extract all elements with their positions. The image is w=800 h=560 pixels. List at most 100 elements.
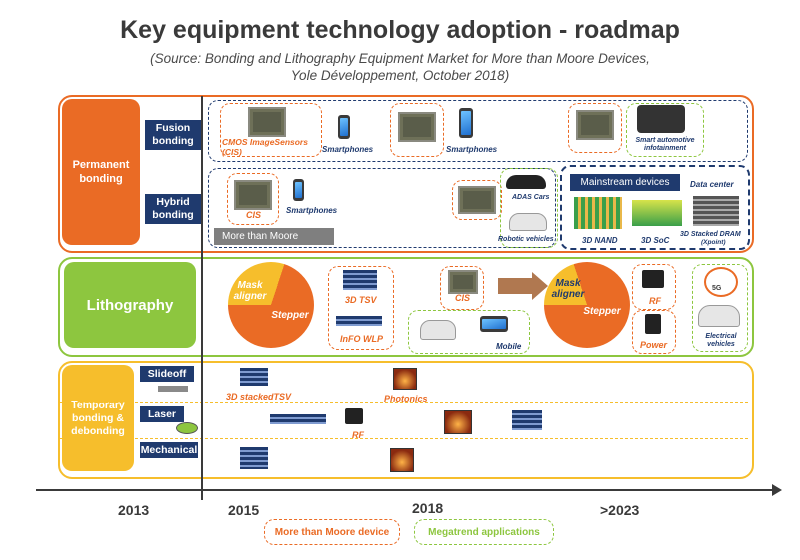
power-box — [632, 310, 676, 354]
slideoff-tool-icon — [158, 386, 188, 392]
pie2-stepper-label: Stepper — [583, 306, 621, 317]
photonics-icon-2 — [444, 410, 472, 434]
page-subtitle: (Source: Bonding and Lithography Equipme… — [0, 50, 800, 84]
power-chip-icon — [645, 314, 661, 334]
nand-label: 3D NAND — [582, 236, 618, 245]
smartphone-icon-3 — [293, 179, 304, 201]
more-than-moore-bar: More than Moore — [214, 228, 334, 245]
subtitle-line-2: Yole Développement, October 2018) — [290, 68, 510, 83]
cmos-box — [220, 103, 322, 157]
temporary-bonding-label: Temporary bonding & debonding — [62, 365, 134, 471]
smartphones-label-3: Smartphones — [286, 206, 338, 215]
row-divider-2 — [60, 438, 748, 439]
pie1-mask-aligner-label: Mask aligner — [233, 280, 267, 302]
temporary-bonding-band — [58, 361, 754, 479]
data-center-label: Data center — [690, 180, 734, 189]
smartphones-label-2: Smartphones — [446, 145, 498, 154]
cis-chip-icon-3 — [234, 180, 272, 210]
cis-label-1: CIS — [246, 210, 262, 220]
slideoff-label: Slideoff — [140, 366, 194, 382]
permanent-bonding-label: Permanent bonding — [62, 99, 140, 245]
rf-litho-box — [632, 264, 676, 310]
cmos-label: CMOS ImageSensors (CIS) — [222, 137, 308, 157]
cis-chip-icon-4 — [458, 186, 496, 214]
pie-chart-2015 — [228, 262, 314, 348]
temp-tsv-icon-3 — [512, 410, 542, 430]
rf-litho-label: RF — [649, 296, 661, 306]
tsv-label: 3D TSV — [345, 295, 377, 305]
page-title: Key equipment technology adoption - road… — [120, 16, 680, 44]
trend-arrow-head — [532, 272, 548, 300]
timeline-vertical-axis — [201, 96, 203, 500]
cis-box-1 — [390, 103, 444, 157]
dram-stack-icon — [693, 196, 739, 226]
pie-chart-2023 — [544, 262, 630, 348]
fusion-bonding-label: Fusion bonding — [145, 120, 201, 150]
adas-car-icon — [506, 175, 546, 189]
cis-litho-chip-icon — [448, 270, 478, 294]
temp-rf-label: RF — [352, 430, 364, 440]
cis-box-2 — [568, 103, 622, 153]
cis-litho-box — [440, 266, 484, 310]
laser-tool-icon — [176, 422, 198, 434]
electrical-box — [692, 264, 748, 352]
adas-box — [500, 168, 558, 248]
smartphone-icon-1 — [338, 115, 350, 139]
robotic-vehicle-icon — [509, 213, 547, 231]
info-stack-icon — [336, 316, 382, 326]
smartphones-label-1: Smartphones — [322, 145, 374, 154]
cis-box-4 — [452, 180, 502, 220]
year-2013: 2013 — [118, 502, 150, 518]
soc-label: 3D SoC — [641, 236, 670, 245]
mobile-phone-icon — [480, 316, 508, 332]
timeline-arrow-head — [772, 484, 782, 496]
lithography-band — [58, 257, 754, 357]
electrical-label: Electrical vehicles — [705, 333, 737, 348]
permanent-inner-dashed-2 — [208, 168, 556, 248]
cis-chip-icon-1 — [398, 112, 436, 142]
electric-car-icon — [698, 305, 740, 327]
trend-arrow — [498, 278, 532, 294]
photonics-label: Photonics — [384, 394, 428, 404]
rf-chip-icon — [642, 270, 664, 288]
legend-mtm: More than Moore device — [264, 519, 400, 545]
legend-mega: Megatrend applications — [414, 519, 554, 545]
cis-litho-label: CIS — [455, 293, 471, 303]
smart-auto-box — [626, 103, 704, 157]
year-2018: 2018 — [412, 500, 444, 516]
temp-tsv-icon-4 — [240, 447, 268, 469]
lithography-label: Lithography — [64, 262, 196, 348]
dram-label: 3D Stacked DRAM — [680, 231, 741, 238]
permanent-inner-dashed — [208, 100, 748, 162]
tsv-box — [328, 266, 394, 350]
year-2023: >2023 — [600, 502, 640, 518]
nand-stack-icon — [574, 197, 622, 229]
wifi-5g-icon — [704, 267, 738, 297]
row-divider-1 — [60, 402, 748, 403]
temp-tsv-icon-2 — [270, 414, 326, 424]
robot-car-litho-icon — [420, 320, 456, 340]
smartphone-icon-2 — [459, 108, 473, 138]
mobile-label: Mobile — [496, 342, 522, 351]
cmos-chip-icon — [248, 107, 286, 137]
permanent-bonding-band — [58, 95, 754, 253]
soc-stack-icon — [632, 200, 682, 226]
hybrid-bonding-label: Hybrid bonding — [145, 194, 201, 224]
smart-auto-label: Smart automotive infotainment — [635, 137, 695, 152]
temp-tsv-label: 3D stackedTSV — [226, 392, 292, 402]
mobile-box — [408, 310, 530, 354]
pie2-mask-aligner-label: Mask aligner — [551, 278, 585, 300]
laser-label: Laser — [140, 406, 184, 422]
pie1-stepper-label: Stepper — [271, 310, 309, 321]
mainstream-box — [560, 165, 750, 250]
temp-tsv-icon-1 — [240, 368, 268, 386]
power-label: Power — [640, 340, 668, 350]
robotic-label: Robotic vehicles — [498, 236, 554, 243]
dashboard-icon — [637, 105, 685, 133]
cis-chip-icon-2 — [576, 110, 614, 140]
photonics-icon-3 — [390, 448, 414, 472]
year-2015: 2015 — [228, 502, 260, 518]
temp-rf-chip-icon — [345, 408, 363, 424]
info-label: InFO WLP — [340, 334, 383, 344]
adas-label: ADAS Cars — [512, 194, 550, 201]
